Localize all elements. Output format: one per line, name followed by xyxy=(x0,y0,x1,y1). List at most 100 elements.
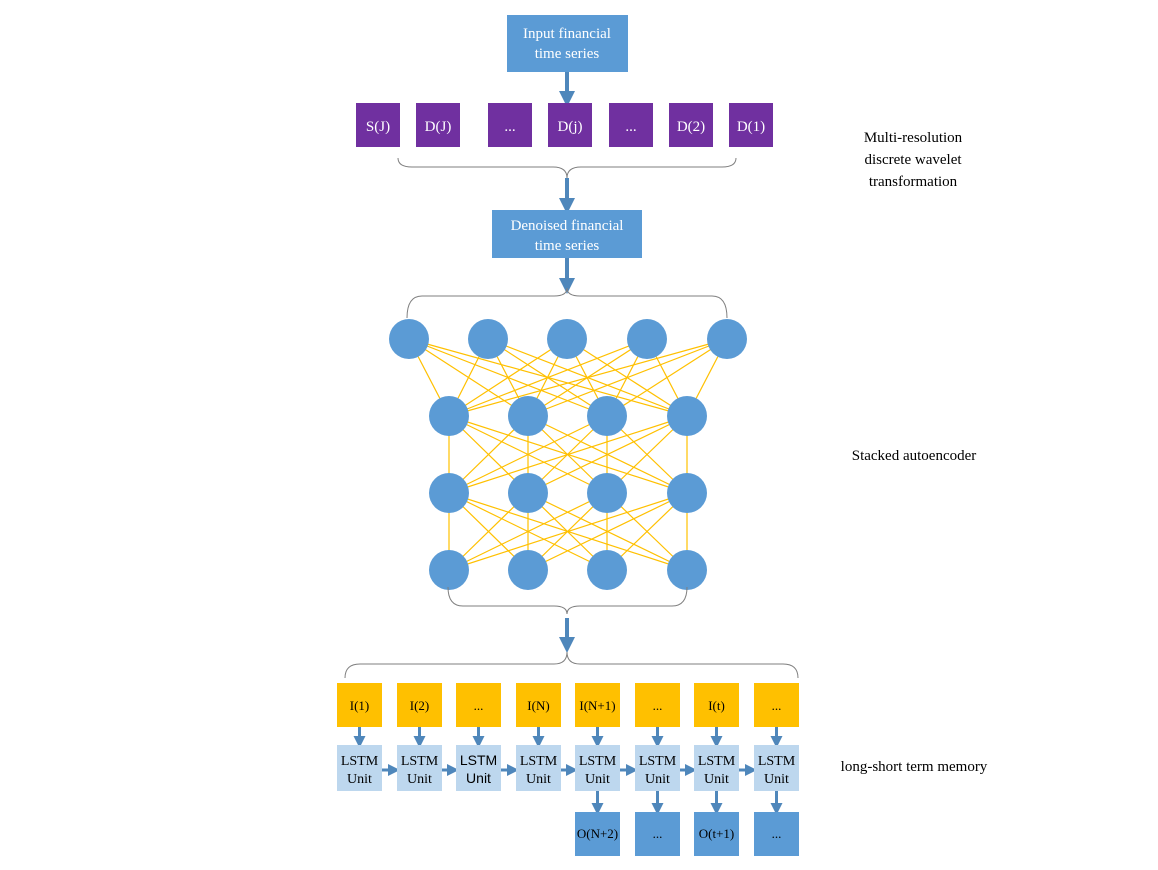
lstm-unit-box: LSTM Unit xyxy=(397,745,442,791)
autoencoder-node xyxy=(587,550,627,590)
lstm-unit-line1: LSTM xyxy=(579,754,617,769)
lstm-unit-line2: Unit xyxy=(764,772,789,787)
wavelet-label-line1: Multi-resolution xyxy=(864,130,963,146)
wavelet-components: S(J) D(J)... D(j)... D(2) D(1) xyxy=(356,103,773,147)
denoised-box-line1: Denoised financial xyxy=(511,218,624,234)
autoencoder-node xyxy=(508,396,548,436)
autoencoder-edge xyxy=(448,338,648,417)
autoencoder-edge xyxy=(527,338,728,417)
lstm-unit-line1: LSTM xyxy=(639,754,677,769)
lstm-label: long-short term memory xyxy=(841,759,988,775)
wavelet-component-label: ... xyxy=(504,119,515,135)
autoencoder-edge xyxy=(448,338,728,417)
lstm-unit-line2: Unit xyxy=(585,772,610,787)
autoencoder-node xyxy=(667,550,707,590)
wavelet-component-box: D(J) xyxy=(416,103,460,147)
lstm-input-label: ... xyxy=(772,698,782,713)
wavelet-component-box: D(2) xyxy=(669,103,713,147)
lstm-output-box: ... xyxy=(754,812,799,856)
autoencoder-edge xyxy=(448,415,608,494)
lstm-unit-line1: LSTM xyxy=(698,754,736,769)
lstm-unit-box: LSTM Unit xyxy=(694,745,739,791)
lstm-input-label: ... xyxy=(474,698,484,713)
lstm-input-label: I(1) xyxy=(350,698,370,713)
lstm-output-label: O(N+2) xyxy=(577,826,618,841)
lstm-unit-line2: Unit xyxy=(704,772,729,787)
autoencoder-node xyxy=(587,473,627,513)
lstm-input-label: I(N+1) xyxy=(579,698,615,713)
autoencoder-node xyxy=(547,319,587,359)
autoencoder-edge xyxy=(606,338,728,417)
wavelet-component-label: D(2) xyxy=(677,119,705,135)
autoencoder-node xyxy=(508,473,548,513)
lstm-unit-line1: LSTM xyxy=(520,754,558,769)
wavelet-component-box: D(1) xyxy=(729,103,773,147)
autoencoder-node xyxy=(468,319,508,359)
wavelet-component-label: S(J) xyxy=(366,119,390,135)
lstm-output-box: O(N+2) xyxy=(575,812,620,856)
input-box-line1: Input financial xyxy=(523,26,611,42)
lstm-unit-box: LSTM Unit xyxy=(456,745,501,791)
wavelet-label: Multi-resolution discrete wavelet transf… xyxy=(864,130,963,190)
lstm-input-label: I(N) xyxy=(527,698,549,713)
lstm-unit-line2: Unit xyxy=(466,770,491,786)
lstm-unit-box: LSTM Unit xyxy=(337,745,382,791)
lstm-unit-box: LSTM Unit xyxy=(516,745,561,791)
lstm-inputs: I(1) I(2)... I(N) I(N+1)... I(t)... xyxy=(337,683,799,748)
lstm-unit-box: LSTM Unit xyxy=(635,745,680,791)
lstm-input-box: I(N+1) xyxy=(575,683,620,727)
autoencoder-node xyxy=(429,550,469,590)
lstm-output-label: O(t+1) xyxy=(699,826,735,841)
lstm-unit-line2: Unit xyxy=(645,772,670,787)
lstm-outputs: O(N+2)... O(t+1)... xyxy=(575,791,799,856)
lstm-output-label: ... xyxy=(653,826,663,841)
autoencoder-edge xyxy=(448,492,688,571)
lstm-brace xyxy=(344,651,799,679)
autoencoder-node xyxy=(707,319,747,359)
autoencoder-label: Stacked autoencoder xyxy=(852,448,977,464)
wavelet-component-box: D(j) xyxy=(548,103,592,147)
wavelet-component-box: ... xyxy=(609,103,653,147)
lstm-unit-line1: LSTM xyxy=(460,752,497,768)
autoencoder-edge xyxy=(527,415,688,494)
autoencoder-edge xyxy=(448,492,608,571)
wavelet-component-label: D(1) xyxy=(737,119,765,135)
lstm-output-box: ... xyxy=(635,812,680,856)
lstm-unit-line2: Unit xyxy=(407,772,432,787)
lstm-units: LSTM Unit LSTM Unit LSTM Unit LSTM Unit LSTM Unit… xyxy=(337,745,799,791)
lstm-input-label: ... xyxy=(653,698,663,713)
denoised-box: Denoised financial time series xyxy=(492,210,642,258)
autoencoder-bottom-brace xyxy=(447,586,688,615)
denoised-box-line2: time series xyxy=(535,238,600,254)
autoencoder-node xyxy=(667,396,707,436)
lstm-unit-line2: Unit xyxy=(347,772,372,787)
autoencoder-node xyxy=(429,473,469,513)
autoencoder-node xyxy=(587,396,627,436)
lstm-output-label: ... xyxy=(772,826,782,841)
lstm-input-box: I(1) xyxy=(337,683,382,727)
autoencoder-node xyxy=(429,396,469,436)
wavelet-component-box: S(J) xyxy=(356,103,400,147)
autoencoder-node xyxy=(389,319,429,359)
autoencoder-edge xyxy=(448,338,568,417)
autoencoder-node xyxy=(667,473,707,513)
lstm-unit-box: LSTM Unit xyxy=(754,745,799,791)
wavelet-label-line3: transformation xyxy=(869,174,958,190)
wavelet-brace xyxy=(397,157,737,179)
lstm-unit-line1: LSTM xyxy=(401,754,439,769)
lstm-input-box: I(N) xyxy=(516,683,561,727)
autoencoder-edge xyxy=(527,492,688,571)
wavelet-component-box: ... xyxy=(488,103,532,147)
lstm-input-box: ... xyxy=(456,683,501,727)
lstm-input-box: ... xyxy=(635,683,680,727)
wavelet-component-label: D(j) xyxy=(558,119,583,135)
lstm-unit-box: LSTM Unit xyxy=(575,745,620,791)
lstm-unit-line1: LSTM xyxy=(758,754,796,769)
wavelet-component-label: ... xyxy=(625,119,636,135)
autoencoder-edges xyxy=(408,338,728,571)
wavelet-label-line2: discrete wavelet xyxy=(864,152,962,168)
lstm-input-label: I(2) xyxy=(410,698,430,713)
wavelet-component-label: D(J) xyxy=(425,119,452,135)
